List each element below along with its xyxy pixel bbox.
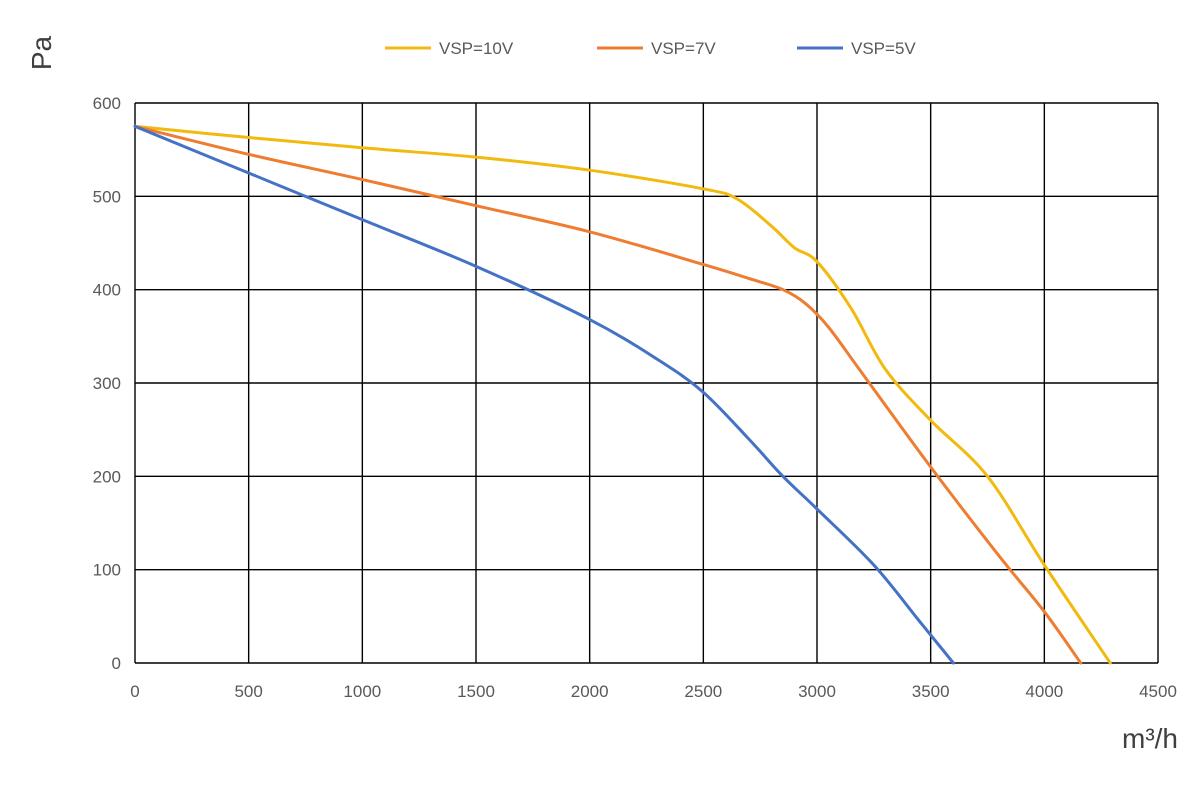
y-axis-title: Pa <box>26 35 57 70</box>
y-tick-labels: 0 100 200 300 400 500 600 <box>93 94 121 673</box>
grid-lines <box>134 102 1159 664</box>
legend-label: VSP=7V <box>651 39 716 58</box>
legend-item: VSP=5V <box>797 39 916 58</box>
y-tick-label: 600 <box>93 94 121 113</box>
x-tick-label: 500 <box>234 682 262 701</box>
y-tick-label: 200 <box>93 467 121 486</box>
x-tick-labels: 0 500 1000 1500 2000 2500 3000 3500 4000 4500 <box>130 682 1177 701</box>
series-line-3 <box>133 124 955 665</box>
y-tick-label: 300 <box>93 374 121 393</box>
series-line-2 <box>133 124 1083 665</box>
legend-item: VSP=10V <box>385 39 514 58</box>
legend-label: VSP=10V <box>439 39 514 58</box>
y-tick-label: 500 <box>93 187 121 206</box>
x-tick-label: 0 <box>130 682 139 701</box>
x-tick-label: 2000 <box>571 682 609 701</box>
series-line-1 <box>133 124 1112 665</box>
y-tick-label: 100 <box>93 561 121 580</box>
x-axis-title: m³/h <box>1122 723 1178 754</box>
y-tick-label: 400 <box>93 281 121 300</box>
series-lines <box>133 124 1112 665</box>
legend-label: VSP=5V <box>851 39 916 58</box>
x-tick-label: 3000 <box>798 682 836 701</box>
y-tick-label: 0 <box>112 654 121 673</box>
x-tick-label: 4000 <box>1025 682 1063 701</box>
x-tick-label: 4500 <box>1139 682 1177 701</box>
legend: VSP=10V VSP=7V VSP=5V <box>385 39 916 58</box>
legend-item: VSP=7V <box>597 39 716 58</box>
x-tick-label: 2500 <box>684 682 722 701</box>
x-tick-label: 1500 <box>457 682 495 701</box>
x-tick-label: 1000 <box>343 682 381 701</box>
x-tick-label: 3500 <box>912 682 950 701</box>
